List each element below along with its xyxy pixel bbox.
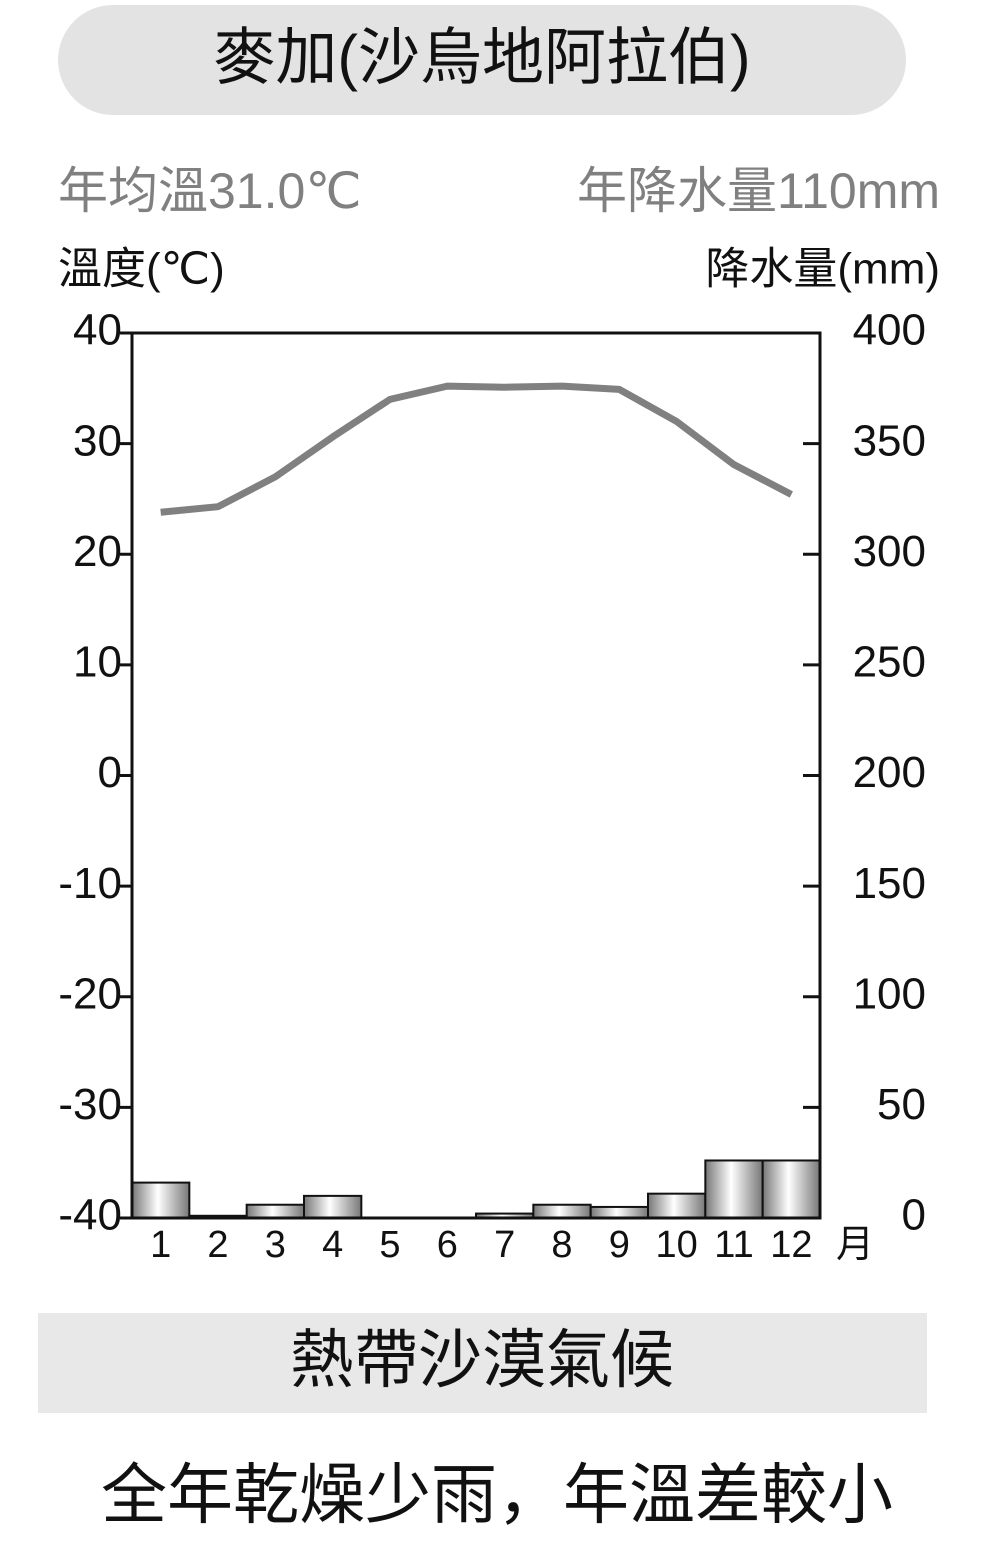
precip-bar [704, 1159, 764, 1219]
precip-bar [647, 1192, 707, 1219]
temperature-line [160, 382, 793, 516]
x-tick-label: 4 [322, 1224, 343, 1266]
x-tick-label: 11 [714, 1224, 753, 1266]
x-axis-label: 月 [836, 1224, 874, 1266]
x-tick-label: 5 [379, 1224, 400, 1266]
annotation: 年降水量110mm [577, 163, 940, 219]
precip-bar [245, 1203, 306, 1219]
y2-tick-label: 350 [853, 416, 926, 465]
precip-bar [589, 1205, 650, 1219]
precip-bar [131, 1181, 191, 1219]
x-tick-label: 8 [551, 1224, 572, 1266]
y-tick-label: -30 [58, 1080, 122, 1129]
y2-tick-label: 300 [853, 527, 926, 576]
y-tick-label: 30 [73, 416, 122, 465]
annotation: 年均溫31.0℃ [58, 163, 361, 219]
y-tick-label: 10 [73, 638, 122, 687]
y2-axis-label: 降水量(mm) [705, 245, 940, 294]
climate-banner [38, 1313, 927, 1413]
chart-title: 麥加(沙烏地阿拉伯) [213, 23, 750, 92]
description: 全年乾燥少雨，年溫差較小 [101, 1457, 893, 1531]
x-tick-label: 6 [437, 1224, 458, 1266]
y-tick-label: -40 [58, 1191, 122, 1240]
y2-tick-label: 400 [853, 306, 926, 355]
climate-type: 熱帶沙漠氣候 [290, 1324, 674, 1396]
plot-frame [130, 331, 822, 1220]
y-axis-label: 溫度(℃) [58, 245, 225, 294]
x-tick-label: 7 [494, 1224, 515, 1266]
y-tick-label: 40 [73, 306, 122, 355]
y-tick-label: -10 [58, 859, 122, 908]
y2-tick-label: 200 [853, 748, 926, 797]
y2-tick-label: 100 [853, 969, 926, 1018]
title-pill [58, 5, 906, 115]
x-tick-label: 10 [656, 1224, 698, 1266]
y2-tick-label: 150 [853, 859, 926, 908]
y-tick-label: 0 [98, 748, 122, 797]
x-tick-label: 9 [609, 1224, 630, 1266]
x-tick-label: 2 [207, 1224, 228, 1266]
y2-tick-label: 0 [902, 1191, 926, 1240]
precip-bar [303, 1194, 363, 1219]
y-tick-label: -20 [58, 969, 122, 1018]
y2-tick-label: 250 [853, 638, 926, 687]
x-tick-label: 3 [265, 1224, 286, 1266]
y-tick-label: 20 [73, 527, 122, 576]
x-tick-label: 12 [770, 1224, 812, 1266]
y2-tick-label: 50 [877, 1080, 926, 1129]
x-tick-label: 1 [150, 1224, 171, 1266]
precip-bar [532, 1203, 592, 1219]
precip-bar [761, 1159, 822, 1219]
